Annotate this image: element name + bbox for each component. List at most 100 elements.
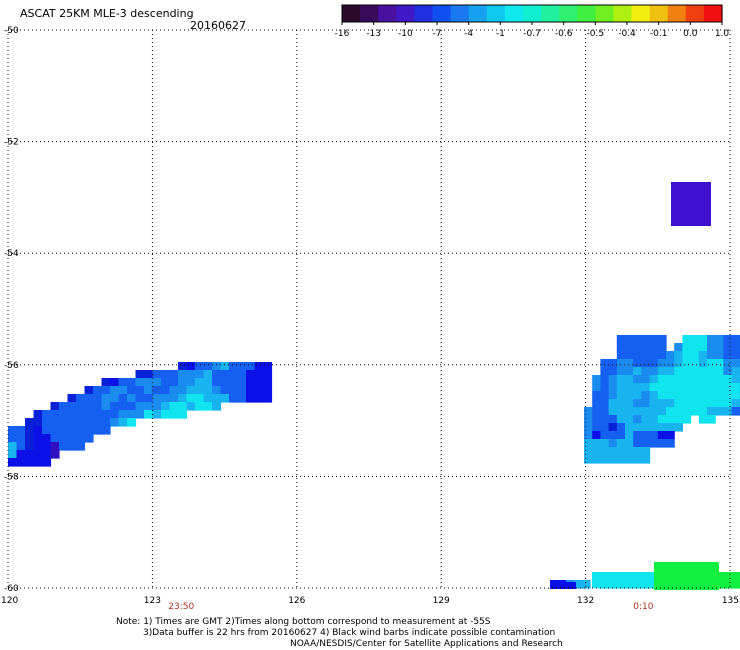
swath-cell: [666, 359, 675, 368]
swath-cell: [195, 378, 205, 387]
swath-cell: [608, 375, 618, 384]
swath-cell: [723, 367, 733, 376]
swath-cell: [101, 386, 111, 395]
swath-cell: [600, 431, 610, 440]
swath-cell: [698, 367, 708, 376]
swath-cell: [178, 402, 188, 411]
swath-cell: [638, 572, 647, 581]
swath-cell: [600, 359, 610, 368]
swath-cell: [42, 426, 52, 435]
swath-cell: [220, 386, 230, 395]
swath-cell: [76, 426, 86, 435]
swath-cell: [584, 407, 593, 416]
swath-cell: [649, 335, 659, 344]
swath-cell: [698, 391, 708, 400]
swath-cell: [641, 391, 651, 400]
swath-cell: [641, 359, 651, 368]
lat-tick-label: -50: [4, 26, 19, 36]
swath-cell: [723, 343, 733, 352]
swath-cell: [682, 359, 692, 368]
lat-tick-label: -54: [4, 249, 19, 259]
colorbar-swatch: [631, 5, 651, 22]
swath-cell: [666, 399, 675, 408]
swath-cell: [657, 359, 667, 368]
swath-cell: [67, 402, 77, 411]
swath-cell: [592, 415, 601, 424]
swath-cell: [625, 359, 634, 368]
swath-cell: [25, 458, 35, 467]
swath-cell: [608, 391, 618, 400]
swath-cell: [707, 391, 716, 400]
swath-cell: [33, 426, 43, 435]
swath-cell: [127, 394, 137, 403]
swath-cell: [666, 407, 675, 416]
swath-cell: [649, 423, 659, 432]
swath-cell: [110, 386, 120, 395]
colorbar-label: -13: [366, 29, 381, 39]
swath-cell: [715, 367, 724, 376]
swath-cell: [203, 378, 213, 387]
swath-cell: [633, 423, 642, 432]
swath-cell: [657, 383, 667, 392]
swath-cell: [682, 391, 692, 400]
swath-cell: [84, 434, 94, 443]
swath-cell: [600, 439, 610, 448]
swath-cell: [169, 370, 179, 379]
swath-cell: [698, 375, 708, 384]
lon-tick-label: 132: [577, 596, 594, 606]
swath-cell: [616, 351, 626, 360]
colorbar-swatch: [577, 5, 596, 22]
swath-cell: [584, 447, 593, 456]
swath-cell: [67, 394, 77, 403]
swath-cell: [50, 434, 60, 443]
swath-cell: [674, 399, 683, 408]
swath-cell: [649, 351, 659, 360]
swath-cell: [698, 359, 708, 368]
map-title: ASCAT 25KM MLE-3 descending: [20, 7, 194, 20]
swath-cell: [690, 359, 700, 368]
swath-cell: [674, 367, 683, 376]
swath-cell: [690, 407, 700, 416]
swath-cell: [682, 343, 692, 352]
swath-cell: [616, 375, 626, 384]
swath-cell: [731, 391, 740, 400]
swath-cell: [616, 343, 626, 352]
swath-cell: [584, 423, 593, 432]
swath-cell: [690, 343, 700, 352]
swath-cell: [674, 391, 683, 400]
swath-cell: [616, 431, 626, 440]
swath-cell: [203, 394, 213, 403]
time-label: 23:50: [168, 602, 194, 612]
swath-cell: [254, 370, 264, 379]
swath-cell: [16, 458, 26, 467]
swath-cell: [246, 362, 256, 371]
swath-cell: [657, 351, 667, 360]
swath-cell: [625, 351, 634, 360]
swath-cell: [592, 375, 601, 384]
swath-cell: [666, 351, 675, 360]
swath-cell: [152, 402, 162, 411]
swath-cell: [161, 386, 171, 395]
swath-cell: [731, 343, 740, 352]
swath-cell: [657, 439, 667, 448]
colorbar-swatch: [360, 5, 379, 22]
swath-cell: [707, 383, 716, 392]
swath-cell: [723, 351, 733, 360]
swath-cell: [625, 343, 634, 352]
colorbar-swatch: [414, 5, 434, 22]
swath-cell: [110, 410, 120, 419]
swath-cell: [237, 362, 247, 371]
swath-cell: [25, 426, 35, 435]
swath-cell: [641, 407, 651, 416]
swath-cell: [649, 343, 659, 352]
swath-cell: [16, 450, 26, 459]
swath-cell: [50, 402, 60, 411]
swath-cell: [118, 418, 128, 427]
swath-cell: [127, 386, 137, 395]
swath-cell: [263, 370, 273, 379]
colorbar-swatch: [486, 5, 506, 22]
colorbar-swatch: [396, 5, 415, 22]
swath-cell: [682, 335, 692, 344]
swath-cell: [127, 402, 137, 411]
swath-cell: [731, 367, 740, 376]
